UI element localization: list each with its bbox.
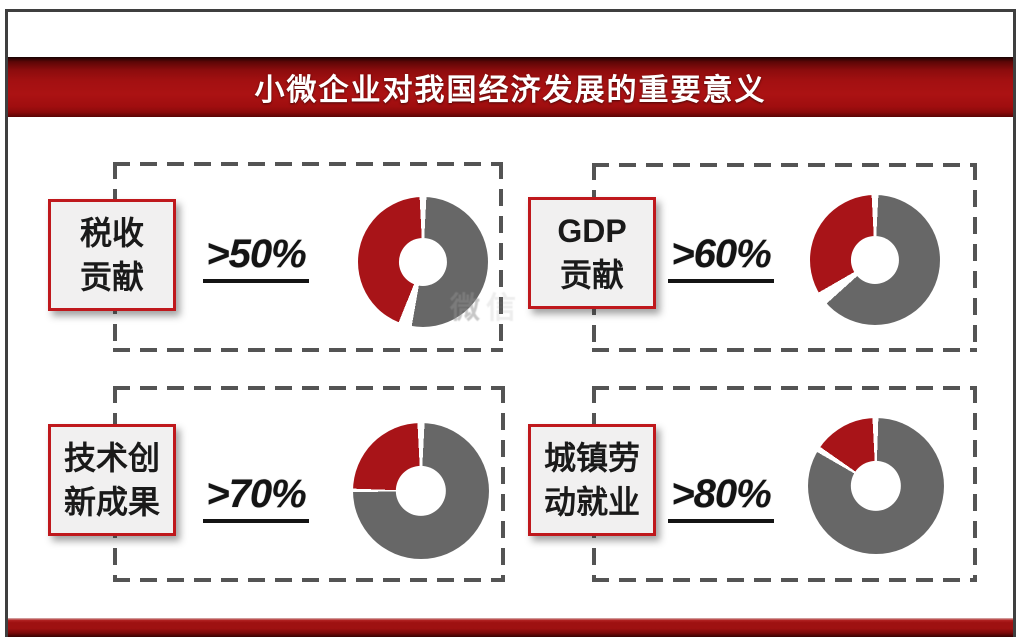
donut-chart-gdp xyxy=(810,195,940,325)
donut-chart-tech xyxy=(353,423,489,559)
donut-hole xyxy=(395,465,447,517)
donut-hole xyxy=(398,237,448,287)
label-box-gdp: GDP 贡献 xyxy=(528,197,656,309)
value-text-gdp: >60% xyxy=(653,234,789,283)
donut-chart-employment xyxy=(808,418,944,554)
label-box-employment: 城镇劳 动就业 xyxy=(528,424,656,536)
page-title: 小微企业对我国经济发展的重要意义 xyxy=(254,74,767,107)
value-text-employment: >80% xyxy=(653,474,789,523)
title-bar: 小微企业对我国经济发展的重要意义 xyxy=(8,57,1013,117)
value-text-tech: >70% xyxy=(188,474,324,523)
value-label: >50% xyxy=(203,234,309,283)
label-line: 城镇劳 xyxy=(543,440,640,476)
label-box-tech: 技术创 新成果 xyxy=(48,424,176,536)
bottom-bar xyxy=(8,618,1013,637)
donut-hole xyxy=(850,460,902,512)
value-label: >60% xyxy=(668,234,774,283)
value-label: >70% xyxy=(203,474,309,523)
label-line: 贡献 xyxy=(79,259,144,295)
label-line: GDP xyxy=(557,213,627,249)
label-box-tax: 税收 贡献 xyxy=(48,199,176,311)
donut-chart-tax xyxy=(358,197,488,327)
donut-hole xyxy=(850,235,900,285)
value-text-tax: >50% xyxy=(188,234,324,283)
label-line: 税收 xyxy=(79,215,144,251)
value-label: >80% xyxy=(668,474,774,523)
label-line: 动就业 xyxy=(543,484,640,520)
label-line: 技术创 xyxy=(63,440,160,476)
label-line: 新成果 xyxy=(63,484,160,520)
label-line: 贡献 xyxy=(559,257,624,293)
